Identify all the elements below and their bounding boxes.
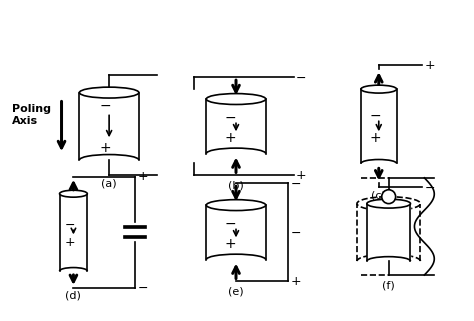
Text: (e): (e) bbox=[228, 286, 244, 296]
Ellipse shape bbox=[382, 190, 396, 204]
Ellipse shape bbox=[367, 199, 410, 208]
Ellipse shape bbox=[60, 190, 87, 197]
Ellipse shape bbox=[361, 85, 397, 93]
Text: $+$: $+$ bbox=[99, 141, 111, 155]
Ellipse shape bbox=[79, 87, 139, 98]
Text: $-$: $-$ bbox=[224, 109, 236, 123]
Text: (d): (d) bbox=[65, 291, 82, 301]
Text: (f): (f) bbox=[383, 281, 395, 291]
Text: $-$: $-$ bbox=[137, 282, 148, 294]
Text: Axis: Axis bbox=[12, 116, 38, 126]
Text: $+$: $+$ bbox=[369, 131, 381, 145]
Bar bbox=[361, 89, 397, 163]
Text: $+$: $+$ bbox=[137, 170, 148, 183]
Text: $-$: $-$ bbox=[424, 181, 436, 194]
Text: $+$: $+$ bbox=[64, 236, 75, 249]
Text: $-$: $-$ bbox=[369, 108, 381, 121]
Text: (a): (a) bbox=[101, 179, 117, 189]
Ellipse shape bbox=[206, 94, 266, 105]
Text: $-$: $-$ bbox=[99, 98, 111, 111]
Text: (c): (c) bbox=[371, 190, 386, 200]
Text: $-$: $-$ bbox=[224, 215, 236, 230]
Text: $+$: $+$ bbox=[224, 237, 236, 251]
Text: $-$: $-$ bbox=[290, 226, 301, 239]
Bar bbox=[79, 92, 139, 160]
Bar bbox=[367, 204, 410, 261]
Text: (b): (b) bbox=[228, 180, 244, 190]
Text: $+$: $+$ bbox=[424, 59, 436, 72]
Bar bbox=[206, 99, 266, 153]
Text: Poling: Poling bbox=[12, 104, 51, 114]
Text: $-$: $-$ bbox=[290, 177, 301, 190]
Text: $+$: $+$ bbox=[290, 275, 301, 288]
Bar bbox=[206, 205, 266, 260]
Text: $-$: $-$ bbox=[64, 218, 75, 231]
Ellipse shape bbox=[206, 200, 266, 211]
Text: $+$: $+$ bbox=[224, 131, 236, 145]
Text: $-$: $-$ bbox=[295, 71, 307, 84]
Text: $+$: $+$ bbox=[295, 169, 307, 182]
Bar bbox=[60, 194, 87, 271]
